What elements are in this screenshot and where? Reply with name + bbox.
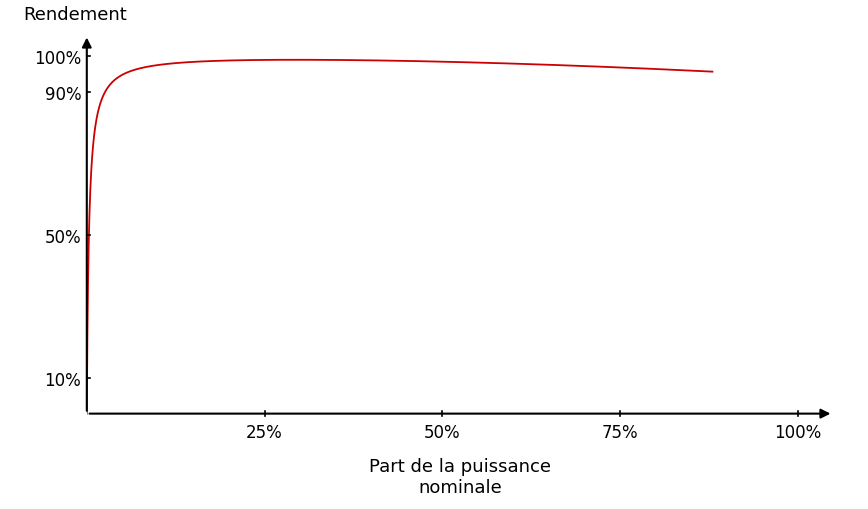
- Text: Rendement: Rendement: [23, 6, 127, 24]
- X-axis label: Part de la puissance
nominale: Part de la puissance nominale: [369, 458, 551, 496]
